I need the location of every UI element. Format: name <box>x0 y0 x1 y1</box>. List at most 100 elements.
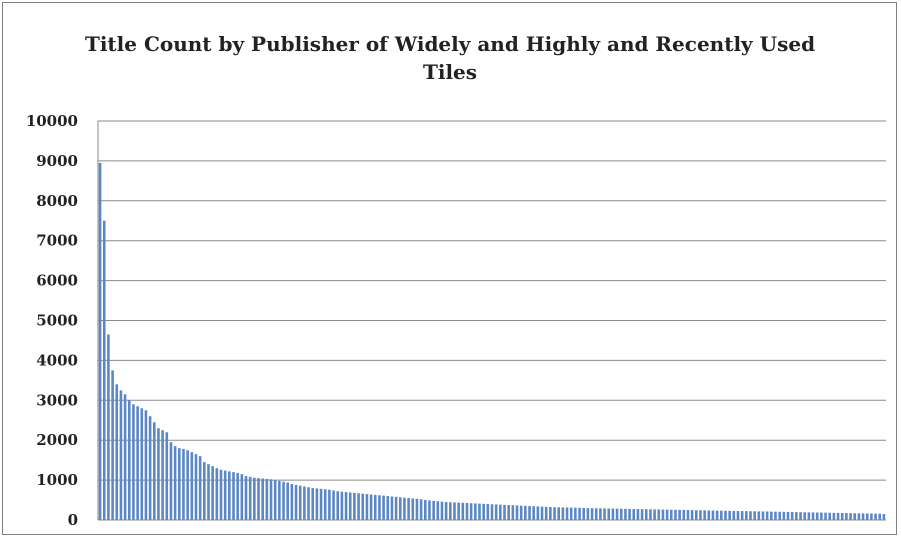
y-tick-label: 6000 <box>36 272 78 290</box>
bar <box>507 505 510 520</box>
bar <box>123 394 127 520</box>
bar <box>403 497 406 520</box>
bar <box>132 404 135 520</box>
bar <box>815 512 819 520</box>
bar <box>453 502 456 520</box>
bar <box>432 500 435 520</box>
bar <box>186 450 189 520</box>
bar <box>294 484 298 520</box>
bar <box>373 494 377 520</box>
bar <box>578 507 581 520</box>
bar <box>407 498 410 520</box>
bar <box>599 508 602 520</box>
bar <box>582 508 586 520</box>
bar <box>503 504 506 520</box>
bar <box>424 500 427 520</box>
bar <box>865 513 869 520</box>
bar <box>348 492 352 520</box>
y-tick-label: 5000 <box>36 312 78 330</box>
bar <box>636 509 640 520</box>
bar <box>557 507 560 520</box>
y-tick-label: 10000 <box>26 112 78 130</box>
bar <box>303 486 306 520</box>
bar <box>790 512 794 520</box>
bar <box>261 478 264 520</box>
bar <box>674 509 677 520</box>
bar <box>236 472 239 520</box>
bar <box>632 508 636 520</box>
bar <box>444 502 448 520</box>
bar <box>178 448 181 520</box>
bar <box>419 499 423 520</box>
bar <box>157 428 160 520</box>
bar <box>874 513 877 520</box>
y-tick-label: 1000 <box>36 471 78 489</box>
bar <box>878 513 882 520</box>
bar <box>273 480 277 520</box>
bar <box>107 334 110 520</box>
bar <box>386 496 390 520</box>
bar <box>565 507 569 520</box>
bar <box>657 509 661 520</box>
bar <box>390 496 394 520</box>
bar <box>140 408 144 520</box>
bar <box>536 506 540 520</box>
bar <box>298 485 302 520</box>
bar <box>553 507 556 520</box>
bar <box>336 491 340 520</box>
y-tick-label: 9000 <box>36 152 78 170</box>
bar <box>323 489 327 520</box>
bar <box>703 510 706 520</box>
bar <box>724 510 727 520</box>
y-tick-label: 3000 <box>36 391 78 409</box>
bar <box>515 505 519 520</box>
bar <box>486 504 490 520</box>
bar <box>369 494 373 520</box>
bar <box>686 510 690 520</box>
bar <box>461 502 465 520</box>
bar <box>644 509 648 520</box>
bar <box>311 488 315 520</box>
bar <box>699 510 702 520</box>
bar <box>474 503 477 520</box>
bar <box>549 507 552 520</box>
bar <box>248 476 252 520</box>
bar <box>198 456 202 520</box>
bar <box>269 479 273 520</box>
bar <box>482 503 485 520</box>
bar <box>574 507 577 520</box>
y-axis-tick-labels: 1000090008000700060005000400030002000100… <box>26 112 78 529</box>
bar <box>607 508 611 520</box>
bar <box>499 504 502 520</box>
bar <box>824 512 827 520</box>
bar <box>144 410 148 520</box>
bar <box>715 510 719 520</box>
bar <box>778 511 781 520</box>
bar <box>649 509 652 520</box>
bar <box>240 474 244 520</box>
bar <box>215 468 219 520</box>
bar <box>820 512 823 520</box>
bar <box>228 471 231 520</box>
bar <box>344 492 348 520</box>
bar <box>173 446 177 520</box>
bar <box>415 498 419 520</box>
bar <box>98 162 102 520</box>
bar <box>745 511 748 520</box>
bar <box>761 511 765 520</box>
bar <box>828 512 831 520</box>
bar <box>315 488 319 520</box>
bar <box>203 462 206 520</box>
bar <box>628 508 631 520</box>
bar <box>211 466 214 520</box>
y-tick-label: 8000 <box>36 192 78 210</box>
bar <box>832 512 836 520</box>
bar <box>398 497 402 520</box>
bar <box>165 432 169 520</box>
bar <box>357 493 360 520</box>
bar <box>811 512 815 520</box>
bar <box>449 502 452 520</box>
bar <box>102 220 106 520</box>
bar <box>711 510 715 520</box>
